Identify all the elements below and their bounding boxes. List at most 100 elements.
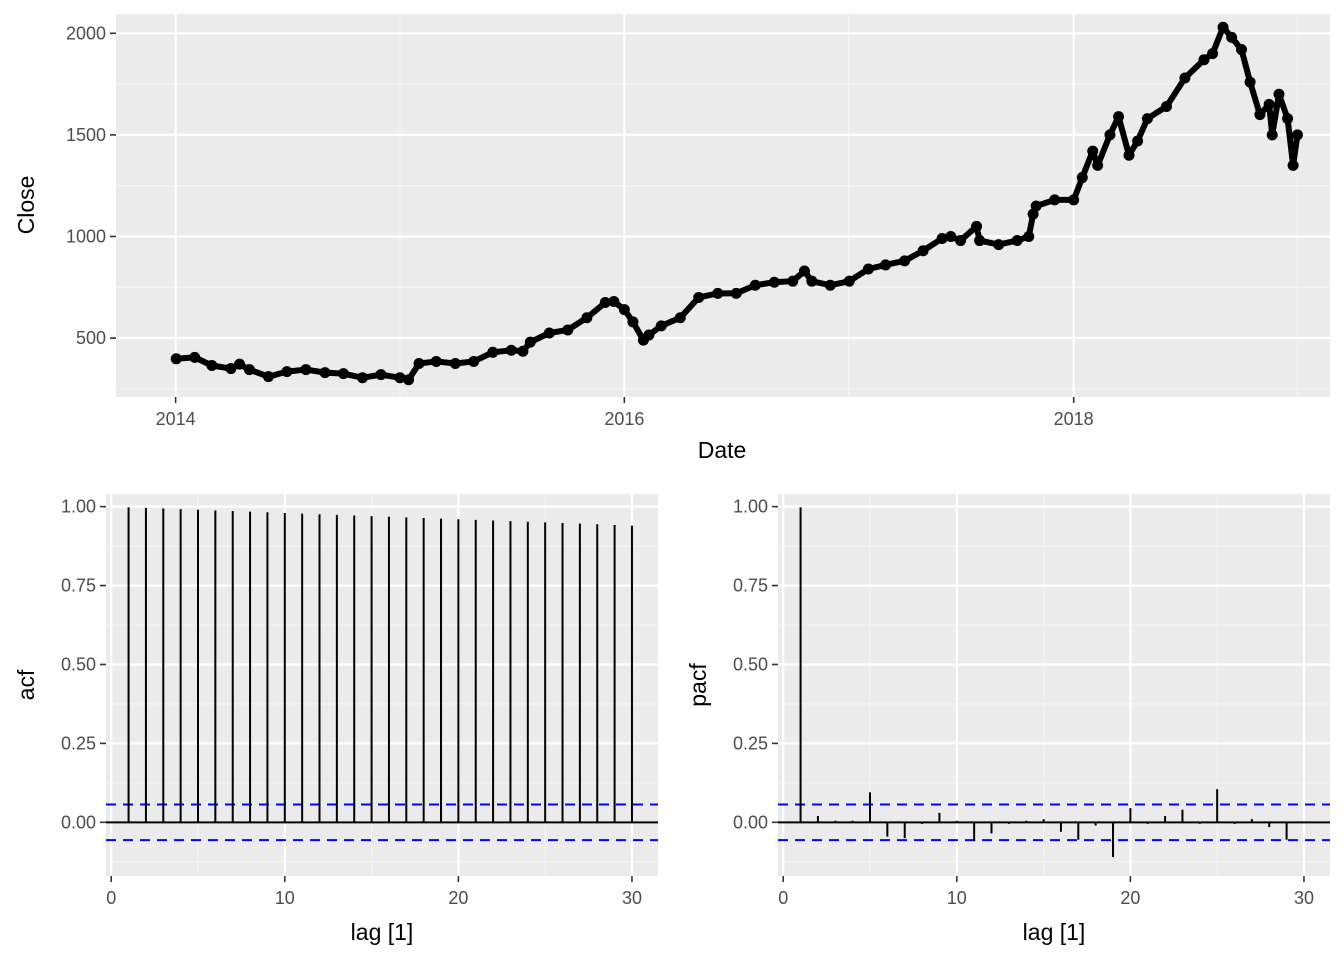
close-price-point — [917, 245, 929, 257]
y-tick-label: 0.00 — [61, 812, 96, 832]
close-price-point — [1141, 113, 1153, 125]
y-axis-title: Close — [13, 176, 39, 235]
close-price-point — [1266, 129, 1278, 141]
close-price-point — [880, 259, 892, 271]
close-price-point — [1254, 109, 1266, 121]
close-price-point — [206, 360, 218, 372]
close-price-point — [1076, 172, 1088, 184]
close-price-point — [1068, 194, 1080, 206]
close-price-point — [517, 345, 529, 357]
acf-plot: 0.00 0.25 0.50 0.75 1.00 0 10 20 30 lag [1] acf — [13, 494, 658, 945]
close-price-point — [945, 230, 957, 242]
close-price-point — [356, 372, 368, 384]
close-price-point — [899, 255, 911, 267]
x-tick-label: 20 — [448, 888, 468, 908]
close-price-point — [1023, 230, 1035, 242]
close-price-point — [1282, 113, 1294, 125]
y-tick-label: 0.50 — [733, 654, 768, 674]
x-tick-label: 10 — [275, 888, 295, 908]
close-price-point — [524, 336, 536, 348]
x-tick-label: 30 — [1294, 888, 1314, 908]
close-price-point — [749, 279, 761, 291]
x-tick-label: 30 — [622, 888, 642, 908]
close-price-point — [1030, 200, 1042, 212]
close-price-point — [1244, 76, 1256, 88]
close-price-point — [487, 346, 499, 358]
close-price-point — [505, 344, 517, 356]
y-tick-label: 0.00 — [733, 812, 768, 832]
close-price-point — [413, 357, 425, 369]
close-price-point — [170, 353, 182, 365]
close-price-point — [262, 371, 274, 383]
y-tick-label: 1000 — [66, 226, 106, 246]
panel-background — [106, 494, 658, 876]
close-price-point — [394, 372, 406, 384]
close-price-point — [1113, 111, 1125, 123]
close-price-point — [1198, 54, 1210, 66]
close-price-point — [1207, 48, 1219, 60]
close-price-point — [693, 291, 705, 303]
close-price-point — [337, 368, 349, 380]
close-price-point — [608, 296, 620, 308]
close-price-point — [1011, 235, 1023, 247]
close-price-point — [1092, 159, 1104, 171]
close-price-point — [1273, 88, 1285, 100]
x-axis-title: lag [1] — [1023, 919, 1086, 945]
pacf-plot: 0.00 0.25 0.50 0.75 1.00 0 10 20 30 lag [1] pacf — [685, 494, 1330, 945]
y-tick-label: 0.75 — [733, 576, 768, 596]
close-price-point — [1087, 145, 1099, 157]
close-price-point — [468, 355, 480, 367]
x-tick-label: 0 — [106, 888, 116, 908]
close-price-point — [798, 265, 810, 277]
x-tick-label: 2016 — [604, 409, 644, 429]
x-tick-label: 10 — [947, 888, 967, 908]
close-price-point — [618, 304, 630, 316]
close-price-point — [936, 233, 948, 245]
close-price-point — [806, 275, 818, 287]
close-price-point — [1287, 159, 1299, 171]
close-price-plot: 500 1000 1500 2000 2014 2016 2018 Date Close — [13, 14, 1330, 463]
close-price-point — [955, 235, 967, 247]
y-tick-label: 0.25 — [61, 733, 96, 753]
x-tick-label: 20 — [1120, 888, 1140, 908]
y-tick-label: 1.00 — [61, 497, 96, 517]
close-price-point — [300, 364, 312, 376]
close-price-point — [234, 358, 246, 370]
x-axis-title: Date — [698, 437, 747, 463]
close-price-point — [712, 287, 724, 299]
close-price-point — [1226, 31, 1238, 43]
close-price-point — [655, 320, 667, 332]
y-tick-label: 0.50 — [61, 654, 96, 674]
x-tick-label: 2014 — [156, 409, 196, 429]
y-tick-label: 0.25 — [733, 733, 768, 753]
close-price-point — [730, 287, 742, 299]
close-price-point — [430, 355, 442, 367]
x-tick-label: 0 — [778, 888, 788, 908]
y-axis-title: acf — [13, 669, 39, 700]
y-tick-label: 500 — [76, 328, 106, 348]
close-price-point — [1104, 129, 1116, 141]
close-price-point — [1235, 44, 1247, 56]
close-price-point — [824, 279, 836, 291]
y-tick-label: 1500 — [66, 125, 106, 145]
y-tick-label: 1.00 — [733, 497, 768, 517]
close-price-point — [189, 351, 201, 363]
close-price-point — [1132, 135, 1144, 147]
close-price-point — [974, 235, 986, 247]
close-price-point — [1123, 149, 1135, 161]
close-price-point — [543, 327, 555, 339]
close-price-point — [993, 239, 1005, 251]
close-price-point — [843, 275, 855, 287]
close-price-point — [1263, 98, 1275, 110]
panel-background — [116, 14, 1330, 397]
close-price-point — [643, 329, 655, 341]
close-price-point — [599, 297, 611, 309]
close-price-point — [1160, 100, 1172, 112]
close-price-point — [1049, 194, 1061, 206]
y-tick-label: 0.75 — [61, 576, 96, 596]
close-price-point — [862, 263, 874, 275]
close-price-point — [674, 312, 686, 324]
close-price-point — [1217, 21, 1229, 33]
close-price-point — [281, 366, 293, 378]
